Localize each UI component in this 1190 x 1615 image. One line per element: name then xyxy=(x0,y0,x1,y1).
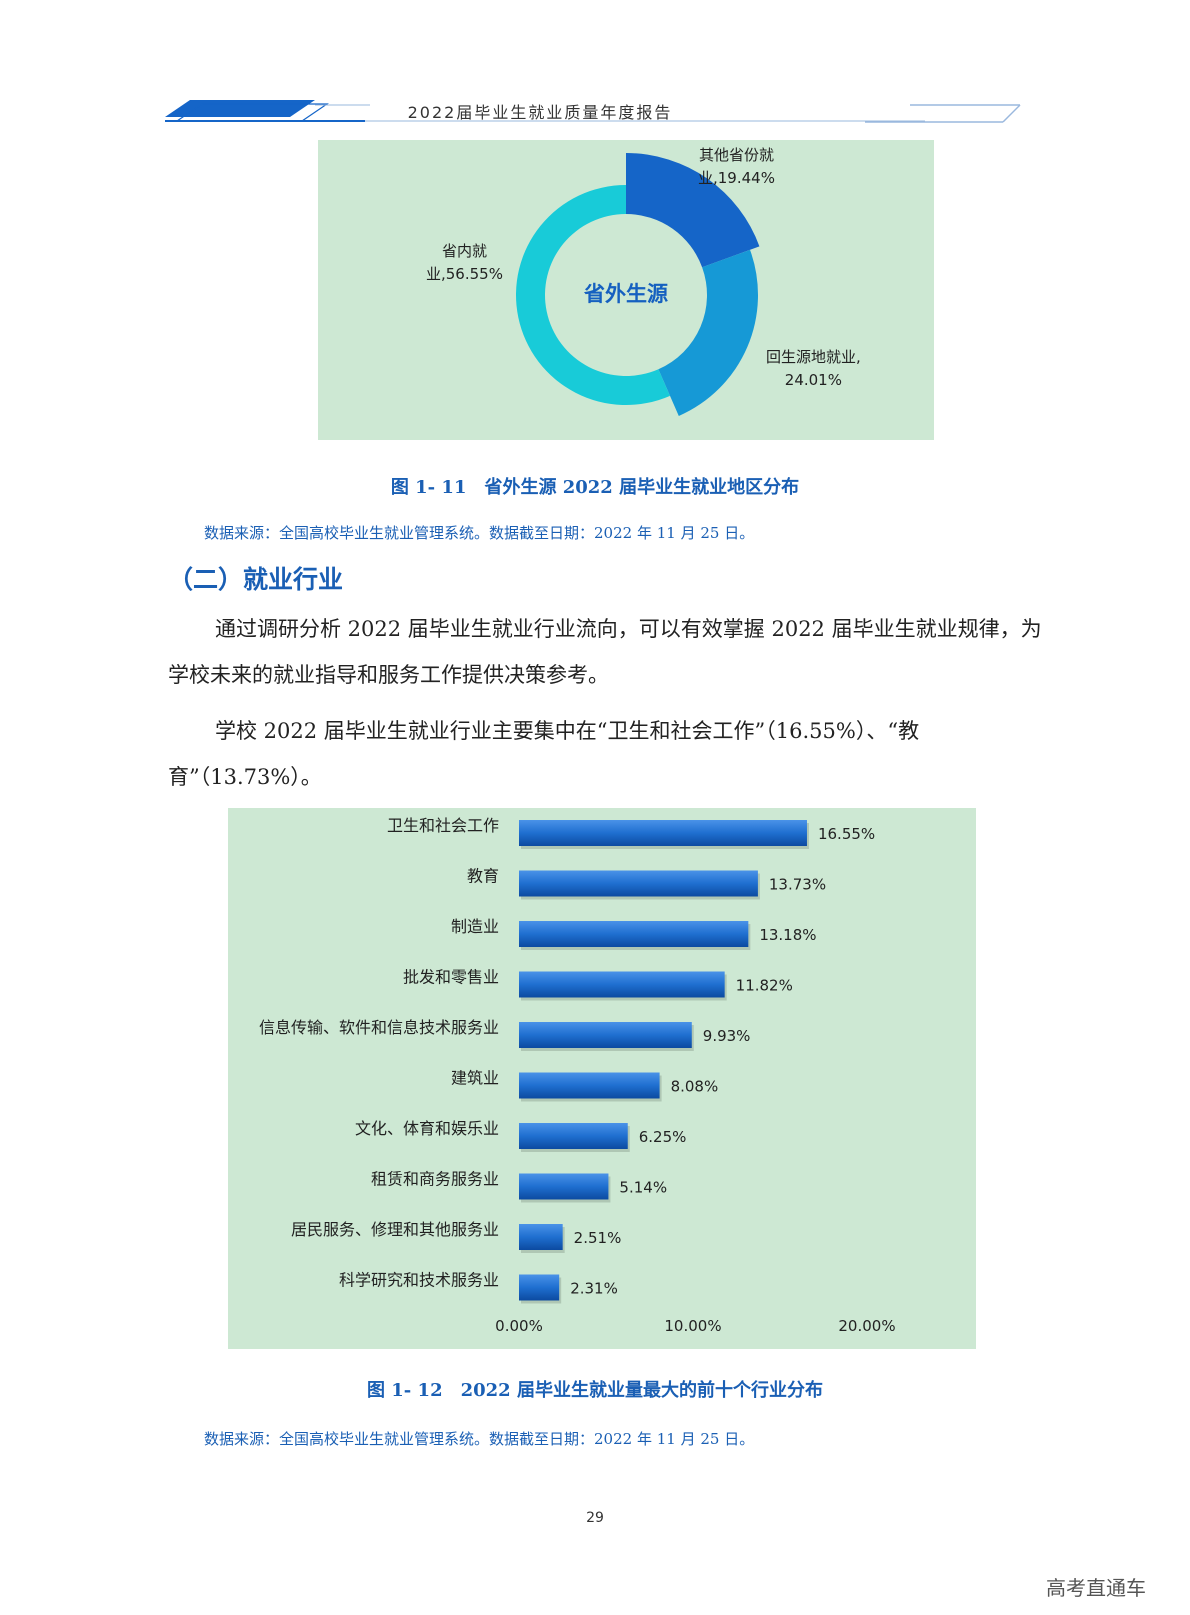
data-source-note: 数据来源：全国高校毕业生就业管理系统。数据截至日期：2022 年 11 月 25… xyxy=(204,1430,755,1448)
bar-category-label: 卫生和社会工作 xyxy=(387,816,499,835)
bar xyxy=(519,870,758,897)
page-number: 29 xyxy=(586,1510,604,1526)
bar-category-label: 文化、体育和娱乐业 xyxy=(355,1119,499,1138)
bar xyxy=(519,921,749,947)
bar-category-label: 信息传输、软件和信息技术服务业 xyxy=(259,1018,499,1037)
section-heading: （二）就业行业 xyxy=(168,565,344,594)
bar xyxy=(519,1274,560,1301)
x-tick-label: 20.00% xyxy=(838,1317,895,1335)
bar-value-label: 13.73% xyxy=(769,876,826,894)
figure-caption: 图 1- 12 2022 届毕业生就业量最大的前十个行业分布 xyxy=(367,1380,823,1401)
bar xyxy=(519,1224,563,1250)
header-title: 2022届毕业生就业质量年度报告 xyxy=(407,103,673,122)
bar-chart: 卫生和社会工作 16.55% 教育 13.73% 制造业 13.18% 批发和零售业 11.8… xyxy=(228,808,976,1349)
donut-chart: 省外生源 其他省份就 业,19.44% 回生源地就业, 24.01% 省内就 业… xyxy=(318,140,934,440)
donut-slice xyxy=(658,249,758,416)
bar-value-label: 6.25% xyxy=(639,1128,687,1146)
donut-slice xyxy=(516,185,671,405)
bar-value-label: 5.14% xyxy=(619,1179,667,1197)
bar xyxy=(519,1173,609,1200)
header-decoration xyxy=(165,100,1021,123)
bar-value-label: 2.31% xyxy=(570,1280,618,1298)
page-header: 2022届毕业生就业质量年度报告 xyxy=(165,95,1025,131)
donut-slice xyxy=(626,153,760,268)
bar xyxy=(519,1072,660,1099)
donut-label-line: 回生源地就业, xyxy=(766,348,861,366)
bar-category-label: 建筑业 xyxy=(451,1069,499,1088)
donut-label-in-province: 省内就 业,56.55% xyxy=(426,240,503,286)
donut-label-other-provinces: 其他省份就 业,19.44% xyxy=(698,144,775,190)
bar-value-label: 11.82% xyxy=(736,977,793,995)
figure-caption: 图 1- 11 省外生源 2022 届毕业生就业地区分布 xyxy=(390,477,800,498)
bar-category-label: 科学研究和技术服务业 xyxy=(339,1271,499,1290)
x-tick-label: 10.00% xyxy=(664,1317,721,1335)
donut-label-home-region: 回生源地就业, 24.01% xyxy=(766,346,861,392)
bar-category-label: 制造业 xyxy=(451,917,499,936)
watermark: 高考直通车 xyxy=(1046,1576,1146,1600)
donut-chart-svg xyxy=(516,153,760,416)
bar-chart-svg: 卫生和社会工作 16.55% 教育 13.73% 制造业 13.18% 批发和零售业 11.8… xyxy=(259,816,896,1335)
paragraph: 通过调研分析 2022 届毕业生就业行业流向，可以有效掌握 2022 届毕业生就… xyxy=(168,617,1042,687)
donut-label-line: 24.01% xyxy=(784,371,842,389)
bar xyxy=(519,971,725,998)
bar-category-label: 批发和零售业 xyxy=(403,968,499,987)
bar-value-label: 9.93% xyxy=(703,1027,751,1045)
bar-value-label: 13.18% xyxy=(759,926,816,944)
donut-label-line: 业,56.55% xyxy=(426,265,503,283)
bar-category-label: 教育 xyxy=(467,867,499,886)
bar-category-label: 租赁和商务服务业 xyxy=(371,1170,499,1189)
bar xyxy=(519,820,807,846)
donut-label-line: 省内就 xyxy=(441,242,487,260)
data-source-note: 数据来源：全国高校毕业生就业管理系统。数据截至日期：2022 年 11 月 25… xyxy=(204,524,755,542)
bar-value-label: 8.08% xyxy=(671,1078,719,1096)
bar-value-label: 2.51% xyxy=(574,1229,622,1247)
bar-category-label: 居民服务、修理和其他服务业 xyxy=(291,1220,499,1239)
bar-value-label: 16.55% xyxy=(818,825,875,843)
donut-label-line: 其他省份就 xyxy=(698,146,774,164)
x-tick-label: 0.00% xyxy=(495,1317,543,1335)
bar xyxy=(519,1022,692,1048)
donut-label-line: 业,19.44% xyxy=(698,169,775,187)
paragraph: 学校 2022 届毕业生就业行业主要集中在“卫生和社会工作”（16.55%）、“… xyxy=(168,719,920,789)
bar xyxy=(519,1123,628,1149)
donut-center-label: 省外生源 xyxy=(584,282,668,306)
